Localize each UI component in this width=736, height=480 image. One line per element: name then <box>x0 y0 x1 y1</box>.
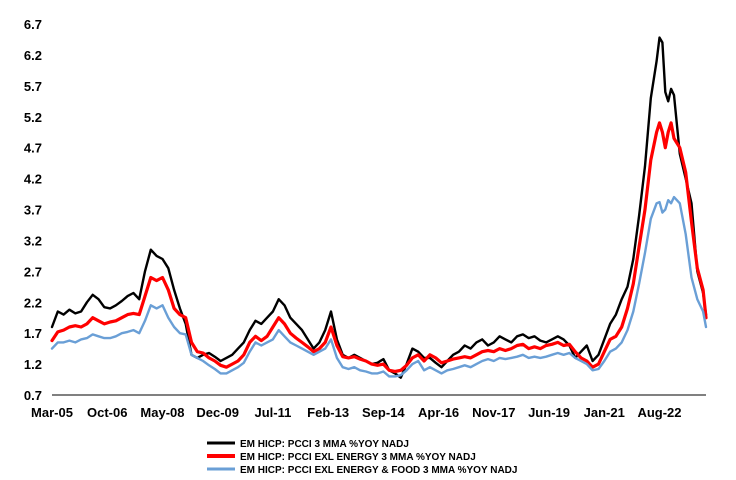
x-tick-label: Jan-21 <box>584 405 625 420</box>
x-tick-label: Dec-09 <box>196 405 239 420</box>
y-tick-label: 2.7 <box>24 264 42 279</box>
y-tick-label: 6.7 <box>24 17 42 32</box>
x-axis-tick-labels: Mar-05 Oct-06 May-08 Dec-09 Jul-11 Feb-13 Sep-… <box>31 405 681 420</box>
x-tick-label: Oct-06 <box>87 405 127 420</box>
legend-label-3: EM HICP: PCCI EXL ENERGY & FOOD 3 MMA %Y… <box>240 465 517 476</box>
y-tick-label: 4.2 <box>24 172 42 187</box>
x-tick-label: Aug-22 <box>637 405 681 420</box>
x-tick-label: May-08 <box>140 405 184 420</box>
x-tick-label: Feb-13 <box>307 405 349 420</box>
series-line-2 <box>50 121 708 374</box>
series-lines <box>50 36 708 379</box>
y-tick-label: 5.2 <box>24 110 42 125</box>
y-tick-label: 1.7 <box>24 326 42 341</box>
x-tick-label: Apr-16 <box>418 405 459 420</box>
y-tick-label: 4.7 <box>24 141 42 156</box>
x-tick-label: Sep-14 <box>362 405 405 420</box>
y-tick-label: 3.2 <box>24 233 42 248</box>
x-tick-label: Jun-19 <box>528 405 570 420</box>
x-tick-label: Mar-05 <box>31 405 73 420</box>
legend: EM HICP: PCCI 3 MMA %YOY NADJ EM HICP: PC… <box>207 439 517 476</box>
y-tick-label: 0.7 <box>24 388 42 403</box>
y-tick-label: 2.2 <box>24 295 42 310</box>
y-axis-tick-labels: 0.7 1.2 1.7 2.2 2.7 3.2 3.7 4.2 4.7 5.2 5.7 6.2 6.7 <box>24 17 42 403</box>
y-tick-label: 5.7 <box>24 79 42 94</box>
series-line-3 <box>50 195 708 378</box>
series-line-1 <box>50 36 708 379</box>
y-tick-label: 1.2 <box>24 357 42 372</box>
x-tick-label: Nov-17 <box>472 405 515 420</box>
y-tick-label: 6.2 <box>24 48 42 63</box>
legend-label-1: EM HICP: PCCI 3 MMA %YOY NADJ <box>240 439 409 450</box>
x-tick-label: Jul-11 <box>254 405 291 420</box>
y-tick-label: 3.7 <box>24 203 42 218</box>
legend-label-2: EM HICP: PCCI EXL ENERGY 3 MMA %YOY NADJ <box>240 452 476 463</box>
